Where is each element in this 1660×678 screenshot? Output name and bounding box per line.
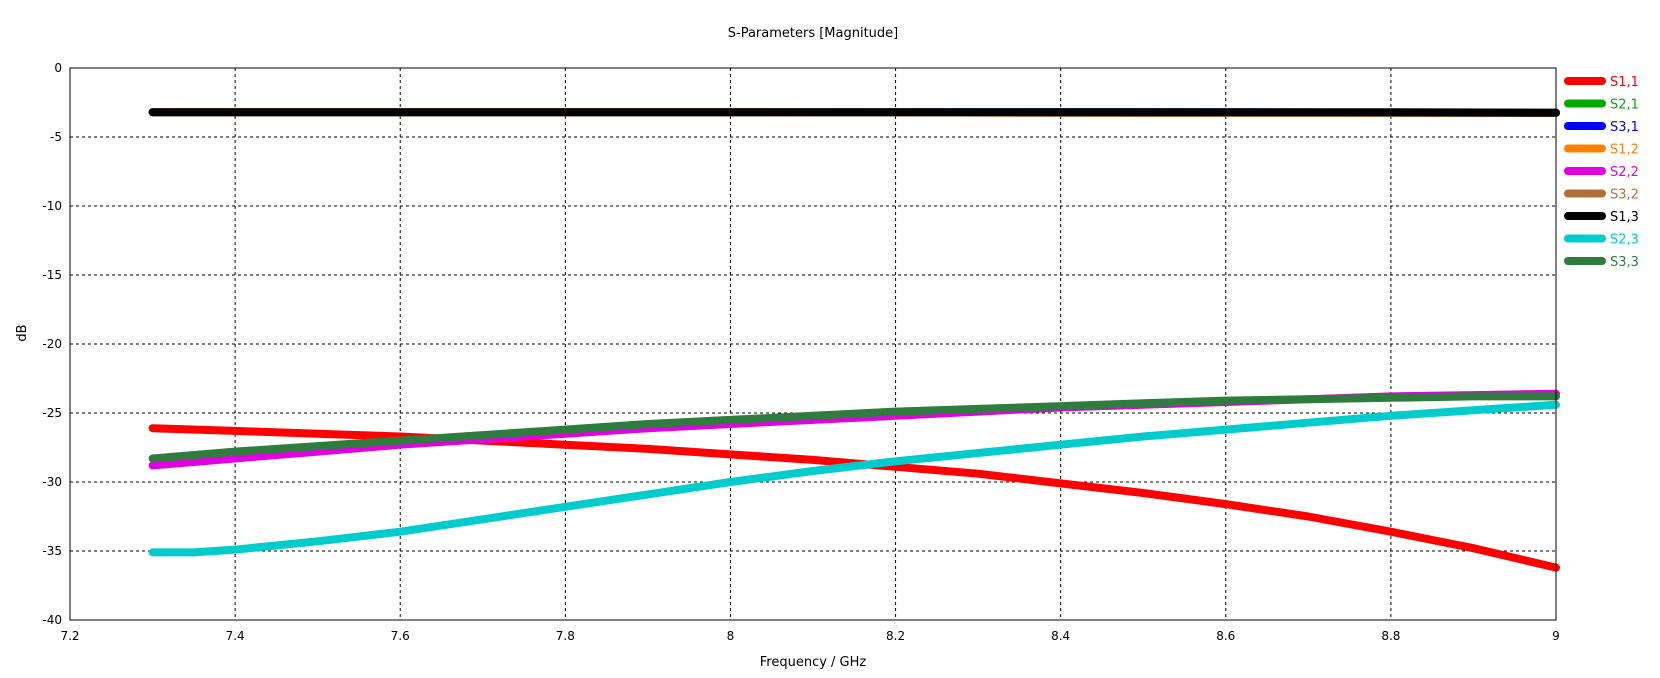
legend-label: S1,2 bbox=[1610, 143, 1639, 158]
y-tick-label: -10 bbox=[42, 199, 62, 213]
x-tick-label: 9 bbox=[1552, 629, 1560, 643]
legend-label: S3,3 bbox=[1610, 255, 1639, 270]
x-tick-label: 8.4 bbox=[1051, 629, 1070, 643]
x-tick-label: 8.6 bbox=[1216, 629, 1235, 643]
series-line-s1-3 bbox=[148, 108, 1560, 117]
y-tick-label: -15 bbox=[42, 268, 62, 282]
legend-label: S2,1 bbox=[1610, 98, 1639, 113]
y-tick-labels: 0 -5 -10 -15 -20 -25 -30 -35 -40 bbox=[42, 61, 62, 627]
legend-label: S1,3 bbox=[1610, 210, 1639, 225]
y-tick-label: 0 bbox=[54, 61, 62, 75]
legend[interactable]: S1,1 S2,1 S3,1 S1,2 S2,2 S3,2 S1,3 S2,3 S3,3 bbox=[1564, 75, 1639, 270]
x-tick-label: 7.2 bbox=[60, 629, 79, 643]
x-tick-labels: 7.2 7.4 7.6 7.8 8 8.2 8.4 8.6 8.8 9 bbox=[60, 629, 1559, 643]
x-tick-label: 7.6 bbox=[391, 629, 410, 643]
legend-item-s3-1[interactable]: S3,1 bbox=[1564, 120, 1639, 135]
legend-label: S3,2 bbox=[1610, 188, 1639, 203]
legend-item-s3-3[interactable]: S3,3 bbox=[1564, 255, 1639, 270]
legend-label: S1,1 bbox=[1610, 75, 1639, 90]
plot-frame bbox=[69, 67, 1557, 621]
legend-label: S2,3 bbox=[1610, 233, 1639, 248]
x-tick-label: 8.8 bbox=[1381, 629, 1400, 643]
series-line-s3-3 bbox=[148, 392, 1560, 463]
x-tick-label: 7.8 bbox=[556, 629, 575, 643]
y-tick-label: -5 bbox=[50, 130, 62, 144]
series-layer bbox=[148, 108, 1560, 572]
legend-item-s2-2[interactable]: S2,2 bbox=[1564, 165, 1639, 180]
legend-item-s3-2[interactable]: S3,2 bbox=[1564, 188, 1639, 203]
legend-item-s2-3[interactable]: S2,3 bbox=[1564, 233, 1639, 248]
x-axis-label: Frequency / GHz bbox=[760, 655, 867, 670]
legend-item-s1-2[interactable]: S1,2 bbox=[1564, 143, 1639, 158]
grid-lines bbox=[70, 68, 1556, 620]
chart-title: S-Parameters [Magnitude] bbox=[728, 26, 899, 41]
x-tick-label: 8 bbox=[727, 629, 735, 643]
y-axis-label: dB bbox=[15, 324, 30, 341]
series-line-s2-2 bbox=[148, 389, 1560, 470]
legend-item-s1-1[interactable]: S1,1 bbox=[1564, 75, 1639, 90]
y-tick-label: -25 bbox=[42, 406, 62, 420]
x-tick-label: 7.4 bbox=[226, 629, 245, 643]
legend-item-s1-3[interactable]: S1,3 bbox=[1564, 210, 1639, 225]
y-tick-label: -20 bbox=[42, 337, 62, 351]
x-tick-label: 8.2 bbox=[886, 629, 905, 643]
series-line-s2-3 bbox=[148, 400, 1560, 557]
legend-label: S2,2 bbox=[1610, 165, 1639, 180]
legend-label: S3,1 bbox=[1610, 120, 1639, 135]
legend-item-s2-1[interactable]: S2,1 bbox=[1564, 98, 1639, 113]
y-tick-label: -40 bbox=[42, 613, 62, 627]
y-tick-label: -30 bbox=[42, 475, 62, 489]
y-tick-label: -35 bbox=[42, 544, 62, 558]
